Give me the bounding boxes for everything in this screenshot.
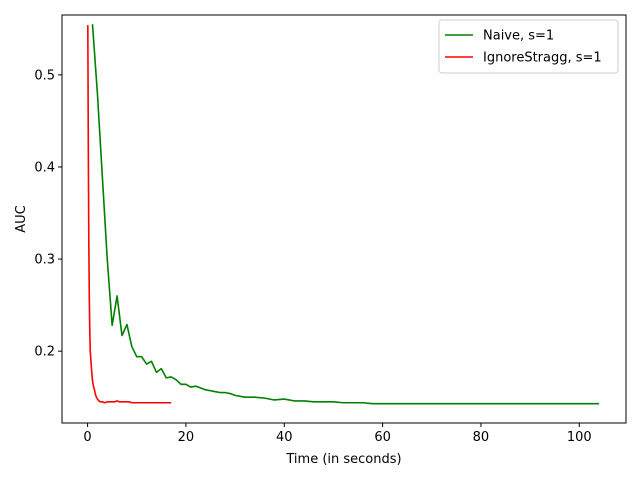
x-tick-label: 20 [178, 430, 195, 445]
legend-entry-1: IgnoreStragg, s=1 [483, 51, 602, 66]
series-line-1 [87, 25, 172, 404]
x-axis-label: Time (in seconds) [285, 452, 401, 467]
series-line-0 [91, 24, 599, 405]
x-axis-ticks: 0 20 40 60 80 100 [83, 423, 592, 445]
legend: Naive, s=1 IgnoreStragg, s=1 [438, 19, 619, 74]
x-tick-label: 80 [473, 430, 490, 445]
y-tick-label: 0.3 [34, 253, 55, 268]
axes-frame [61, 14, 627, 424]
x-tick-label: 60 [374, 430, 391, 445]
legend-entry-0: Naive, s=1 [483, 29, 554, 44]
x-tick-label: 0 [83, 430, 91, 445]
x-tick-label: 100 [567, 430, 592, 445]
x-tick-label: 40 [276, 430, 293, 445]
legend-box [438, 19, 619, 74]
series-layer [87, 24, 599, 405]
y-axis-label: AUC [14, 205, 29, 233]
y-tick-label: 0.4 [34, 160, 55, 175]
plot-area [61, 14, 627, 424]
y-axis-ticks: 0.2 0.3 0.4 0.5 [34, 68, 62, 360]
y-tick-label: 0.5 [34, 68, 55, 83]
y-tick-label: 0.2 [34, 345, 55, 360]
